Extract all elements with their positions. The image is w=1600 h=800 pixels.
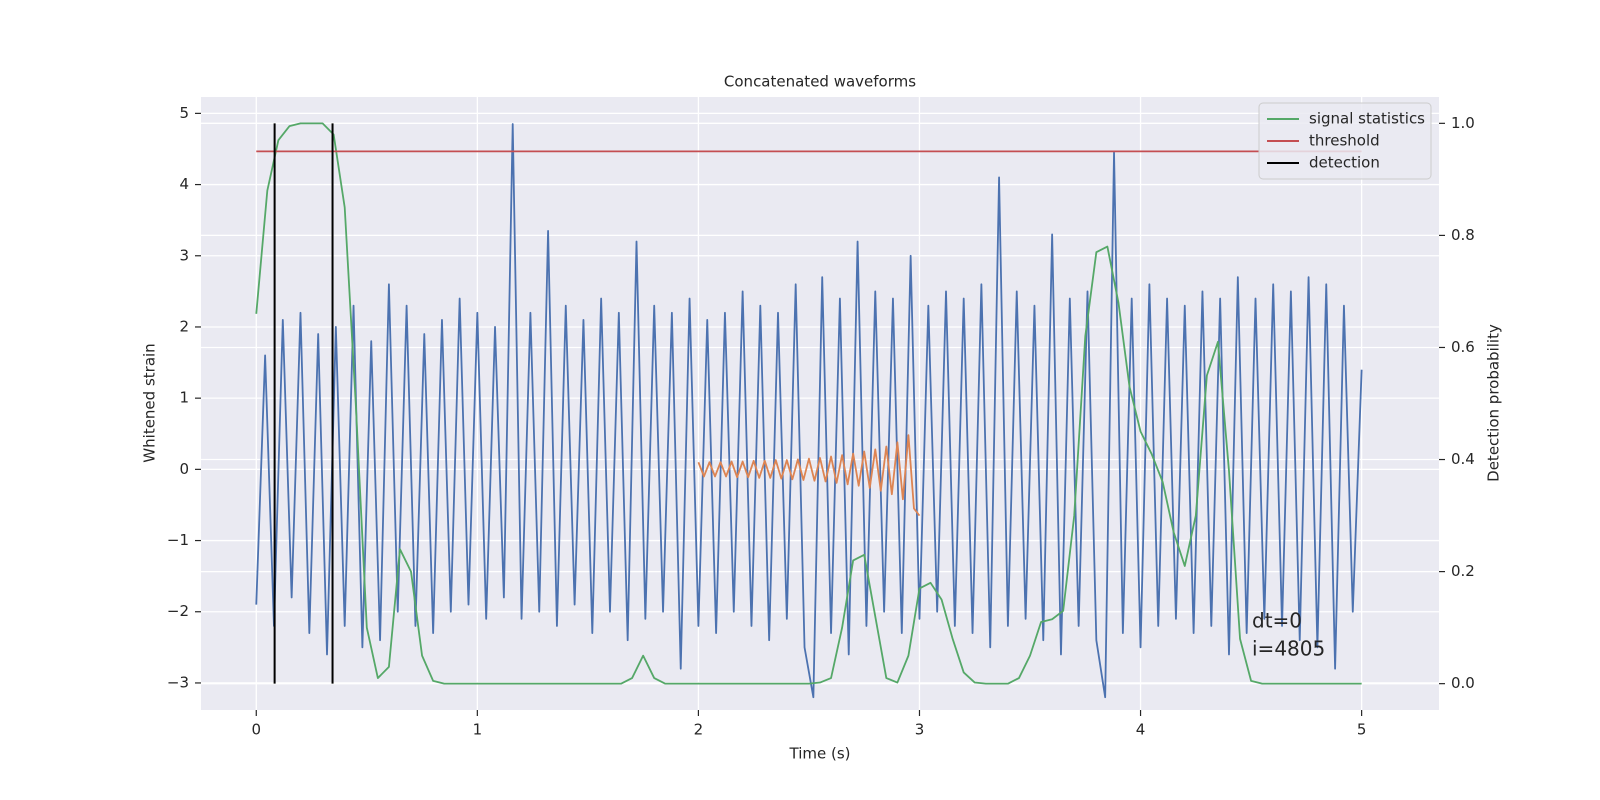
series-line	[697, 434, 921, 517]
y2-tick-label: 0.0	[1451, 674, 1475, 692]
y-tick-label: 3	[179, 246, 189, 264]
y-tick-label: 4	[179, 175, 189, 193]
y-tick-label: 1	[179, 389, 189, 407]
legend: signal statistics threshold detection	[1258, 102, 1432, 180]
series-line	[255, 123, 1363, 699]
series-line	[255, 122, 1362, 685]
y-tick-label: −1	[167, 531, 189, 549]
y2-tick-label: 0.2	[1451, 562, 1475, 580]
legend-label: detection	[1309, 154, 1380, 172]
y2-tick-label: 0.8	[1451, 226, 1475, 244]
x-tick-label: 2	[694, 721, 704, 739]
x-tick-label: 3	[915, 721, 925, 739]
x-tick-label: 4	[1136, 721, 1146, 739]
legend-label: signal statistics	[1309, 110, 1425, 128]
annotation: dt=0	[1252, 609, 1302, 633]
y-tick-label: 2	[179, 317, 189, 335]
x-axis-label: Time (s)	[789, 745, 851, 763]
y2-tick-label: 0.6	[1451, 338, 1475, 356]
chart-title: Concatenated waveforms	[724, 73, 916, 91]
x-tick-label: 1	[473, 721, 483, 739]
y-tick-label: −3	[167, 673, 189, 691]
y2-tick-label: 1.0	[1451, 114, 1475, 132]
x-tick-label: 5	[1357, 721, 1367, 739]
y-tick-label: 0	[179, 460, 189, 478]
y-tick-label: 5	[179, 104, 189, 122]
x-tick-label: 0	[251, 721, 261, 739]
y2-axis-label: Detection probability	[1485, 324, 1503, 482]
annotation: i=4805	[1252, 637, 1325, 661]
legend-box	[1258, 102, 1432, 180]
y-tick-label: −2	[167, 602, 189, 620]
y2-tick-label: 0.4	[1451, 450, 1475, 468]
y-axis-label: Whitened strain	[141, 343, 159, 462]
legend-label: threshold	[1309, 132, 1380, 150]
